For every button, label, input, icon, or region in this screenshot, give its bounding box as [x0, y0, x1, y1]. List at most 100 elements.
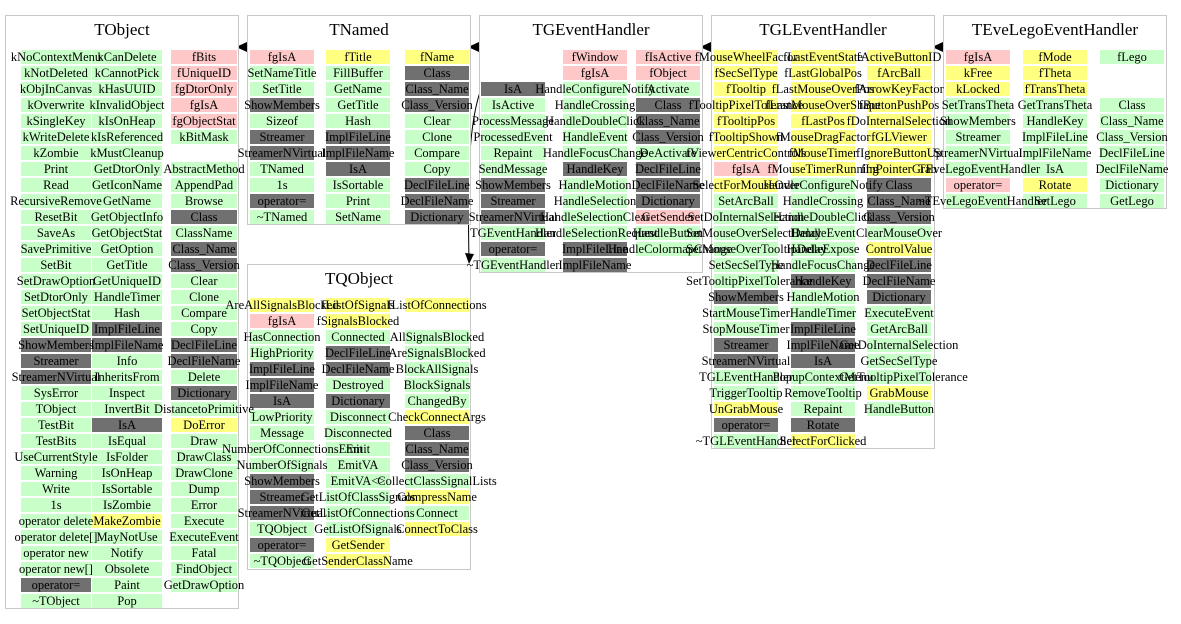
member-method: Dump [144, 482, 264, 496]
member-background [92, 226, 162, 240]
member-name: ClearMouseOver [855, 226, 943, 240]
member-inherited-method: operator= [686, 418, 806, 432]
member-background [92, 370, 162, 384]
member-background [21, 114, 91, 128]
member-name: ImplFileName [90, 338, 164, 352]
member-background [92, 546, 162, 560]
member-name: Class_Name [172, 242, 236, 256]
member-method: Warning [0, 466, 116, 480]
member-name: Fatal [191, 546, 217, 560]
member-method: SetUniqueID [0, 322, 116, 336]
member-background [867, 290, 931, 304]
member-data-member: fgIsA [144, 98, 264, 112]
member-name: fObject [649, 66, 687, 80]
member-name: SetSecSelType [708, 258, 784, 272]
member-name: ImplFileLine [790, 322, 856, 336]
member-name: Disconnect [329, 410, 387, 424]
member-name: ShowMembers [244, 474, 320, 488]
member-name: DeclFileName [167, 354, 241, 368]
member-method: Write [0, 482, 116, 496]
member-name: Streamer [723, 338, 769, 352]
member-background [21, 194, 91, 208]
member-name: Compare [181, 306, 227, 320]
member-name: fLastPos [801, 114, 845, 128]
member-name: DeActivate [639, 146, 697, 160]
member-method: Class_Name [1072, 114, 1181, 128]
member-name: AppendPad [174, 178, 234, 192]
member-background [867, 226, 931, 240]
member-background [250, 210, 314, 224]
member-method: TGEventHandler [453, 226, 573, 240]
member-inherited-method: Class [144, 210, 264, 224]
member-name: PopupContextMenu [772, 370, 874, 384]
member-name: ImplFileLine [562, 242, 628, 256]
member-name: HandleKey [1026, 114, 1084, 128]
member-name: SelectForMouseOver [692, 178, 800, 192]
member-name: IsA [272, 394, 292, 408]
member-name: TGLEventHandler [699, 370, 793, 384]
member-background [326, 394, 390, 408]
member-name: SetTransTheta [941, 98, 1015, 112]
member-name: kInvalidObject [89, 98, 165, 112]
member-name: GetObjectInfo [90, 210, 164, 224]
member-background [92, 258, 162, 272]
member-name: operator delete[] [14, 530, 98, 544]
member-method: GetIconName [67, 178, 187, 192]
member-name: Class_Name [636, 114, 700, 128]
member-background [21, 402, 91, 416]
member-name: ImplFileLine [249, 362, 315, 376]
member-background [563, 98, 627, 112]
member-name: TObject [35, 402, 77, 416]
member-name: Dictionary [872, 290, 926, 304]
member-inherited-method: ImplFileName [763, 338, 883, 352]
member-method: HandleTimer [763, 306, 883, 320]
member-background [21, 418, 91, 432]
member-name: BlockSignals [403, 378, 471, 392]
member-background [21, 370, 91, 384]
member-method: UseCurrentStyle [0, 450, 116, 464]
member-method: DrawClass [144, 450, 264, 464]
member-name: CollectClassSignalLists [377, 474, 497, 488]
member-background [946, 130, 1010, 144]
member-method: TObject [0, 402, 116, 416]
member-name: kBitMask [179, 130, 229, 144]
member-name: IsFolder [106, 450, 148, 464]
member-method: StreamerNVirtual [918, 146, 1038, 160]
member-name: Activate [646, 82, 690, 96]
member-method: ResetBit [0, 210, 116, 224]
member-name: Repaint [493, 146, 533, 160]
member-method: HandleButton [839, 402, 959, 416]
member-background [714, 210, 778, 224]
member-background [867, 338, 931, 352]
class-title: TObject [94, 20, 150, 39]
member-background [636, 82, 700, 96]
member-method: GetTitle [67, 258, 187, 272]
member-method: Message [222, 426, 342, 440]
member-inherited-method: Streamer [222, 490, 342, 504]
member-name: Class [654, 98, 682, 112]
class-box-tgleventhandler: TGLEventHandler fMouseWheelFactor fSecSelT… [686, 15, 968, 449]
member-signal-method: fName [377, 50, 497, 64]
member-name: GetTransTheta [1017, 98, 1093, 112]
member-inherited-method: operator= [453, 242, 573, 256]
class-box-tqobject: TQObject AreAllSignalsBlocked fgIsA HasConn… [222, 264, 497, 570]
member-background [867, 354, 931, 368]
member-name: HandleConfigureNotify [763, 178, 883, 192]
member-background [92, 562, 162, 576]
member-name: fgIsA [580, 66, 610, 80]
member-method: Inspect [67, 386, 187, 400]
member-method: Disconnected [298, 426, 418, 440]
member-background [405, 50, 469, 64]
member-inherited-method: Class_Version [377, 98, 497, 112]
member-background [92, 306, 162, 320]
member-method: Info [67, 354, 187, 368]
member-name: EmitVA<> [330, 474, 386, 488]
member-method: SavePrimitive [0, 242, 116, 256]
member-name: ShowMembers [18, 338, 94, 352]
member-name: fBits [191, 50, 217, 64]
member-name: DrawClone [175, 466, 233, 480]
member-background [481, 258, 545, 272]
member-name: Paint [114, 578, 140, 592]
member-name: Info [116, 354, 138, 368]
member-method: SetDoInternalSelection [686, 210, 806, 224]
